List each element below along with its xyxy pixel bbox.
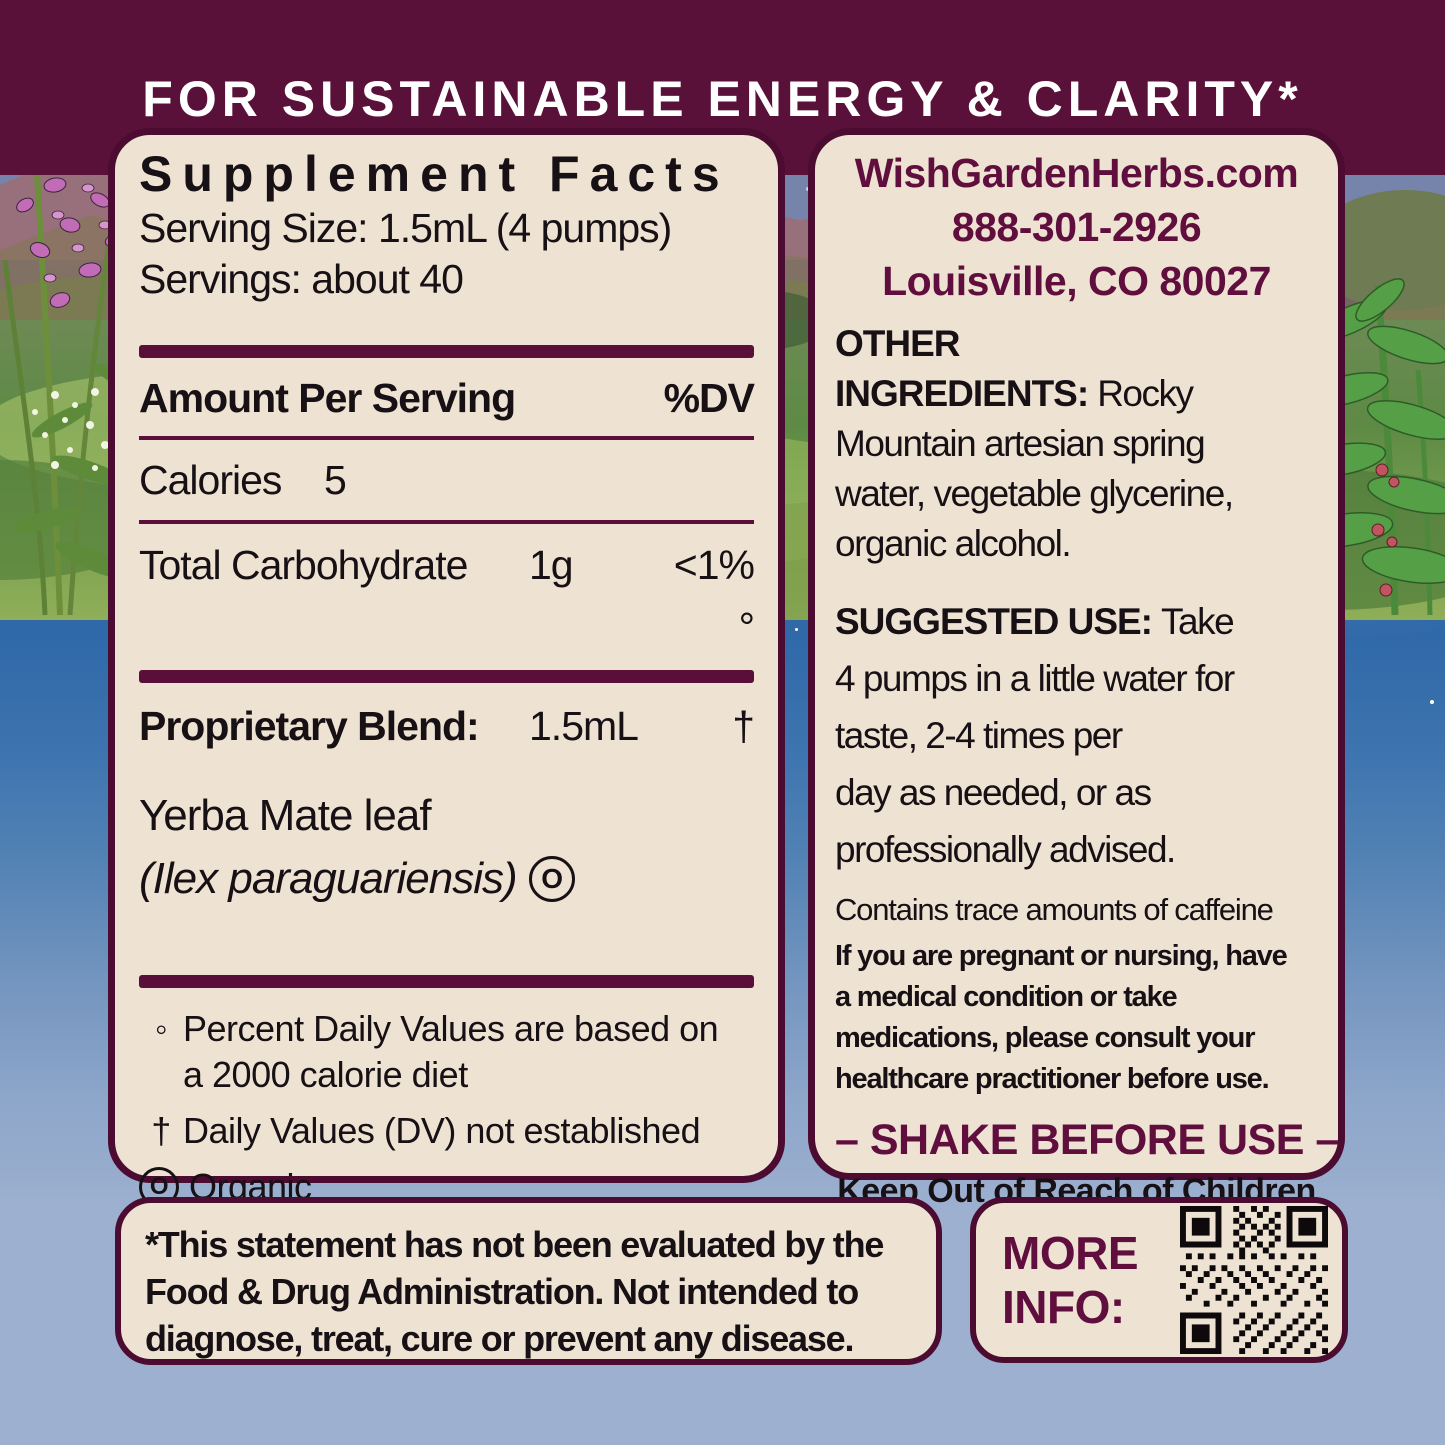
carb-dv: <1%° bbox=[673, 542, 755, 650]
suggested-use-label: SUGGESTED USE: bbox=[835, 601, 1153, 642]
carb-amount: 1g bbox=[529, 542, 574, 588]
divider-thick bbox=[139, 975, 754, 988]
pregnancy-warning: If you are pregnant or nursing, have a m… bbox=[835, 940, 1288, 1095]
proprietary-blend-row: Proprietary Blend: 1.5mL † bbox=[139, 695, 755, 757]
more-info-box: MORE INFO: bbox=[970, 1197, 1348, 1363]
servings-count: Servings: about 40 bbox=[139, 256, 464, 302]
footnote-text: Percent Daily Values are based on a 2000… bbox=[183, 1008, 719, 1095]
supplement-facts-title: Supplement Facts bbox=[139, 146, 730, 202]
footnote-symbol: ◦ bbox=[154, 1008, 168, 1049]
other-ingredients: OTHER INGREDIENTS: Rocky Mountain artesia… bbox=[835, 319, 1318, 569]
suggested-use: SUGGESTED USE: Take 4 pumps in a little w… bbox=[835, 593, 1318, 878]
divider-thin bbox=[139, 520, 754, 524]
website: WishGardenHerbs.com bbox=[854, 150, 1299, 196]
caffeine-note: Contains trace amounts of caffeine bbox=[835, 892, 1274, 927]
product-tagline: FOR SUSTAINABLE ENERGY & CLARITY* bbox=[142, 71, 1303, 127]
footnote-text: Daily Values (DV) not established bbox=[183, 1110, 701, 1151]
blend-amount: 1.5mL bbox=[529, 703, 639, 749]
address: Louisville, CO 80027 bbox=[882, 258, 1271, 304]
shake-before-use: – SHAKE BEFORE USE – bbox=[835, 1116, 1339, 1164]
carb-label: Total Carbohydrate bbox=[139, 542, 468, 588]
footnote-daily-values: ◦ Percent Daily Values are based on a 20… bbox=[139, 1006, 754, 1098]
facts-header-row: Amount Per Serving %DV bbox=[139, 372, 755, 424]
serving-size: Serving Size: 1.5mL (4 pumps) bbox=[139, 205, 672, 251]
phone-number: 888-301-2926 bbox=[951, 204, 1202, 250]
qr-code bbox=[1180, 1206, 1328, 1354]
blend-label: Proprietary Blend: bbox=[139, 703, 480, 749]
divider-thick bbox=[139, 670, 754, 683]
blend-dv: † bbox=[732, 703, 755, 749]
carbohydrate-row: Total Carbohydrate 1g <1%° bbox=[139, 534, 755, 658]
fda-disclaimer-box: *This statement has not been evaluated b… bbox=[115, 1197, 942, 1365]
more-info-label: MORE INFO: bbox=[1002, 1227, 1139, 1333]
divider-thin bbox=[139, 436, 754, 440]
organic-icon: O bbox=[528, 856, 575, 902]
divider-thick bbox=[139, 345, 754, 358]
ingredient-name: Yerba Mate leaf bbox=[139, 791, 432, 840]
other-ingredients-text: Rocky Mountain artesian spring water, ve… bbox=[835, 373, 1234, 564]
dv-header: %DV bbox=[663, 375, 755, 421]
footnote-symbol: † bbox=[151, 1110, 171, 1151]
info-panel: WishGardenHerbs.com 888-301-2926 Louisvi… bbox=[808, 128, 1345, 1210]
calories-value: 5 bbox=[324, 457, 347, 503]
calories-row: Calories 5 bbox=[139, 448, 754, 512]
other-ingredients-label: OTHER INGREDIENTS: bbox=[835, 323, 1089, 414]
calories-label: Calories bbox=[139, 457, 282, 503]
suggested-use-text: Take 4 pumps in a little water for taste… bbox=[835, 601, 1235, 870]
supplement-facts-panel: Supplement Facts Serving Size: 1.5mL (4 … bbox=[108, 128, 785, 1207]
amount-per-serving-header: Amount Per Serving bbox=[139, 375, 516, 421]
ingredient-latin-row: (Ilex paraguariensis) O bbox=[139, 847, 754, 911]
fda-disclaimer-text: *This statement has not been evaluated b… bbox=[145, 1224, 884, 1359]
ingredient-latin: (Ilex paraguariensis) bbox=[139, 854, 518, 903]
footnote-dv-not-established: † Daily Values (DV) not established bbox=[139, 1108, 754, 1154]
